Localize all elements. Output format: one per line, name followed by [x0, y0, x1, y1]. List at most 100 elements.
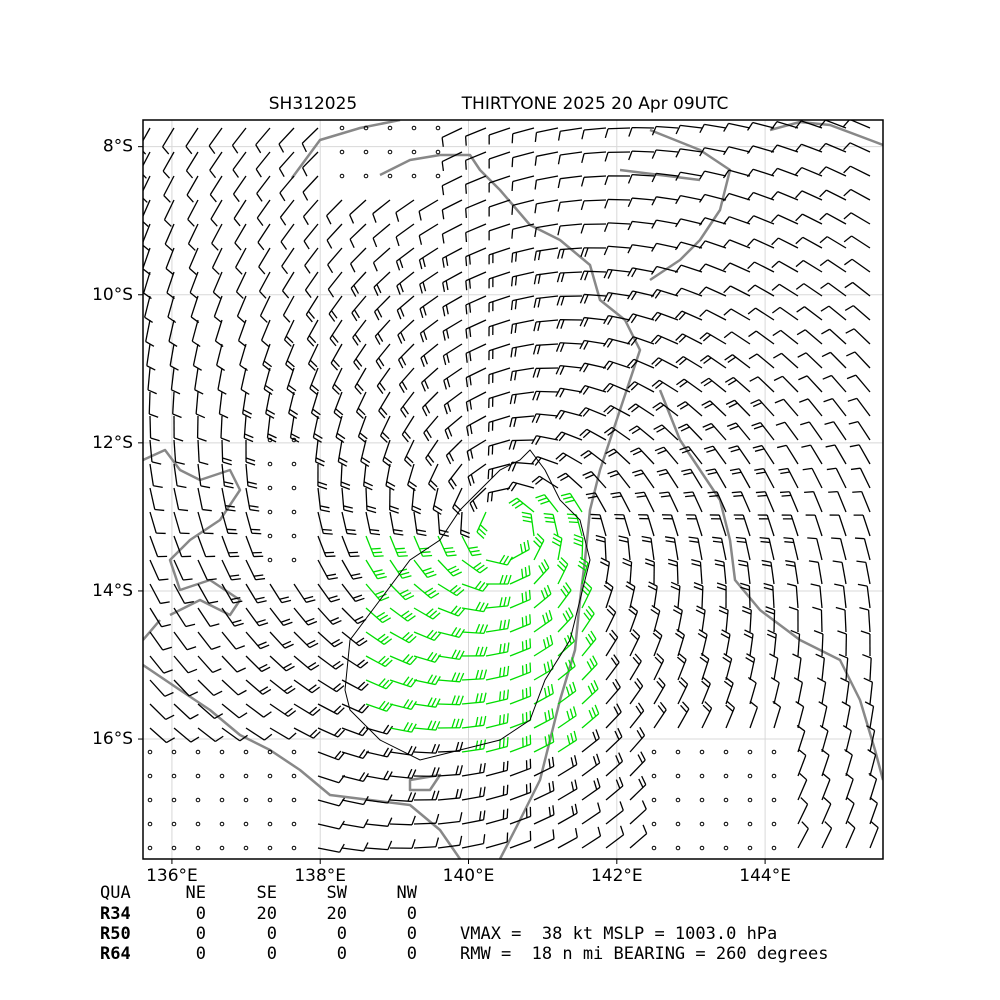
barb-staff — [512, 151, 535, 159]
barb-staff — [173, 679, 190, 697]
barb-feather — [190, 736, 200, 743]
barb-feather — [585, 636, 592, 646]
wind-barb — [628, 150, 655, 161]
barb-feather — [464, 160, 467, 170]
barb-feather — [333, 705, 342, 713]
barb-feather — [788, 606, 799, 611]
barb-staff — [354, 367, 367, 388]
barb-staff — [239, 343, 247, 366]
barb-staff — [278, 127, 295, 145]
barb-staff — [341, 823, 364, 829]
wind-barb — [352, 319, 367, 346]
barb-feather — [716, 582, 727, 587]
barb-staff — [821, 658, 825, 681]
barb-feather — [158, 578, 169, 581]
calm-dot — [267, 485, 273, 491]
barb-feather — [454, 606, 462, 615]
wind-barb — [557, 223, 583, 236]
barb-feather — [843, 188, 852, 197]
barb-feather — [864, 701, 874, 707]
barb-staff — [330, 343, 343, 364]
wind-barb — [485, 596, 511, 609]
barb-feather — [212, 291, 221, 300]
calm-dot — [387, 173, 393, 179]
table-cell: 0 — [407, 924, 417, 944]
barb-feather — [641, 775, 647, 785]
wind-barb — [509, 391, 535, 405]
barb-feather — [746, 122, 754, 131]
barb-staff — [365, 583, 381, 602]
table-cell: 0 — [337, 924, 347, 944]
barb-feather — [459, 835, 463, 846]
barb-staff — [629, 833, 648, 849]
barb-feather — [234, 622, 244, 627]
calm-dot — [723, 821, 729, 827]
barb-staff — [605, 785, 624, 801]
barb-feather — [632, 629, 641, 637]
barb-staff — [234, 223, 247, 244]
barb-feather — [239, 734, 248, 742]
barb-feather — [326, 215, 332, 225]
barb-staff — [143, 271, 151, 294]
barb-feather — [423, 432, 430, 442]
barb-staff — [833, 421, 847, 441]
wind-barb — [259, 295, 271, 323]
barb-staff — [173, 727, 192, 743]
barb-staff — [797, 828, 809, 849]
barb-feather — [513, 394, 517, 404]
barb-feather — [147, 389, 157, 395]
barb-feather — [759, 536, 770, 540]
barb-staff — [533, 668, 554, 681]
barb-staff — [785, 444, 799, 465]
wind-barb — [365, 770, 393, 781]
barb-feather — [468, 303, 472, 313]
barb-staff — [352, 319, 367, 338]
barb-feather — [612, 495, 622, 499]
barb-feather — [529, 638, 532, 648]
barb-feather — [506, 665, 510, 676]
wind-barb — [543, 512, 559, 537]
barb-feather — [722, 656, 731, 664]
barb-feather — [514, 275, 518, 286]
wind-barb — [258, 247, 271, 275]
barb-feather — [222, 457, 232, 462]
barb-feather — [857, 583, 868, 587]
wind-barb — [509, 565, 531, 585]
barb-feather — [821, 748, 830, 756]
barb-feather — [581, 153, 585, 164]
barb-feather — [475, 623, 481, 634]
barb-feather — [543, 687, 547, 698]
barb-staff — [629, 759, 646, 777]
barb-feather — [595, 538, 606, 543]
wind-barb — [317, 774, 346, 784]
barb-staff — [821, 803, 832, 825]
barb-feather — [843, 235, 852, 243]
barb-staff — [779, 306, 799, 321]
calm-dot — [363, 125, 369, 131]
barb-staff — [828, 305, 847, 321]
barb-staff — [221, 655, 238, 673]
barb-feather — [641, 535, 652, 539]
barb-staff — [850, 188, 871, 201]
barb-staff — [512, 175, 535, 183]
wind-barb — [395, 199, 415, 222]
barb-feather — [557, 249, 561, 259]
barb-feather — [446, 353, 450, 363]
barb-staff — [851, 235, 871, 249]
barb-feather — [406, 655, 414, 664]
wind-barb — [437, 788, 463, 801]
barb-feather — [446, 402, 452, 412]
barb-staff — [317, 535, 327, 557]
barb-feather — [257, 600, 267, 604]
barb-feather — [217, 389, 227, 395]
barb-feather — [431, 767, 436, 777]
barb-staff — [729, 216, 751, 225]
barb-staff — [792, 538, 799, 561]
barb-staff — [787, 468, 799, 489]
barb-feather — [795, 283, 805, 290]
barb-feather — [479, 646, 484, 657]
barb-feather — [399, 283, 404, 293]
wind-barb — [821, 821, 833, 849]
wind-barb — [485, 554, 513, 566]
barb-feather — [786, 583, 797, 587]
